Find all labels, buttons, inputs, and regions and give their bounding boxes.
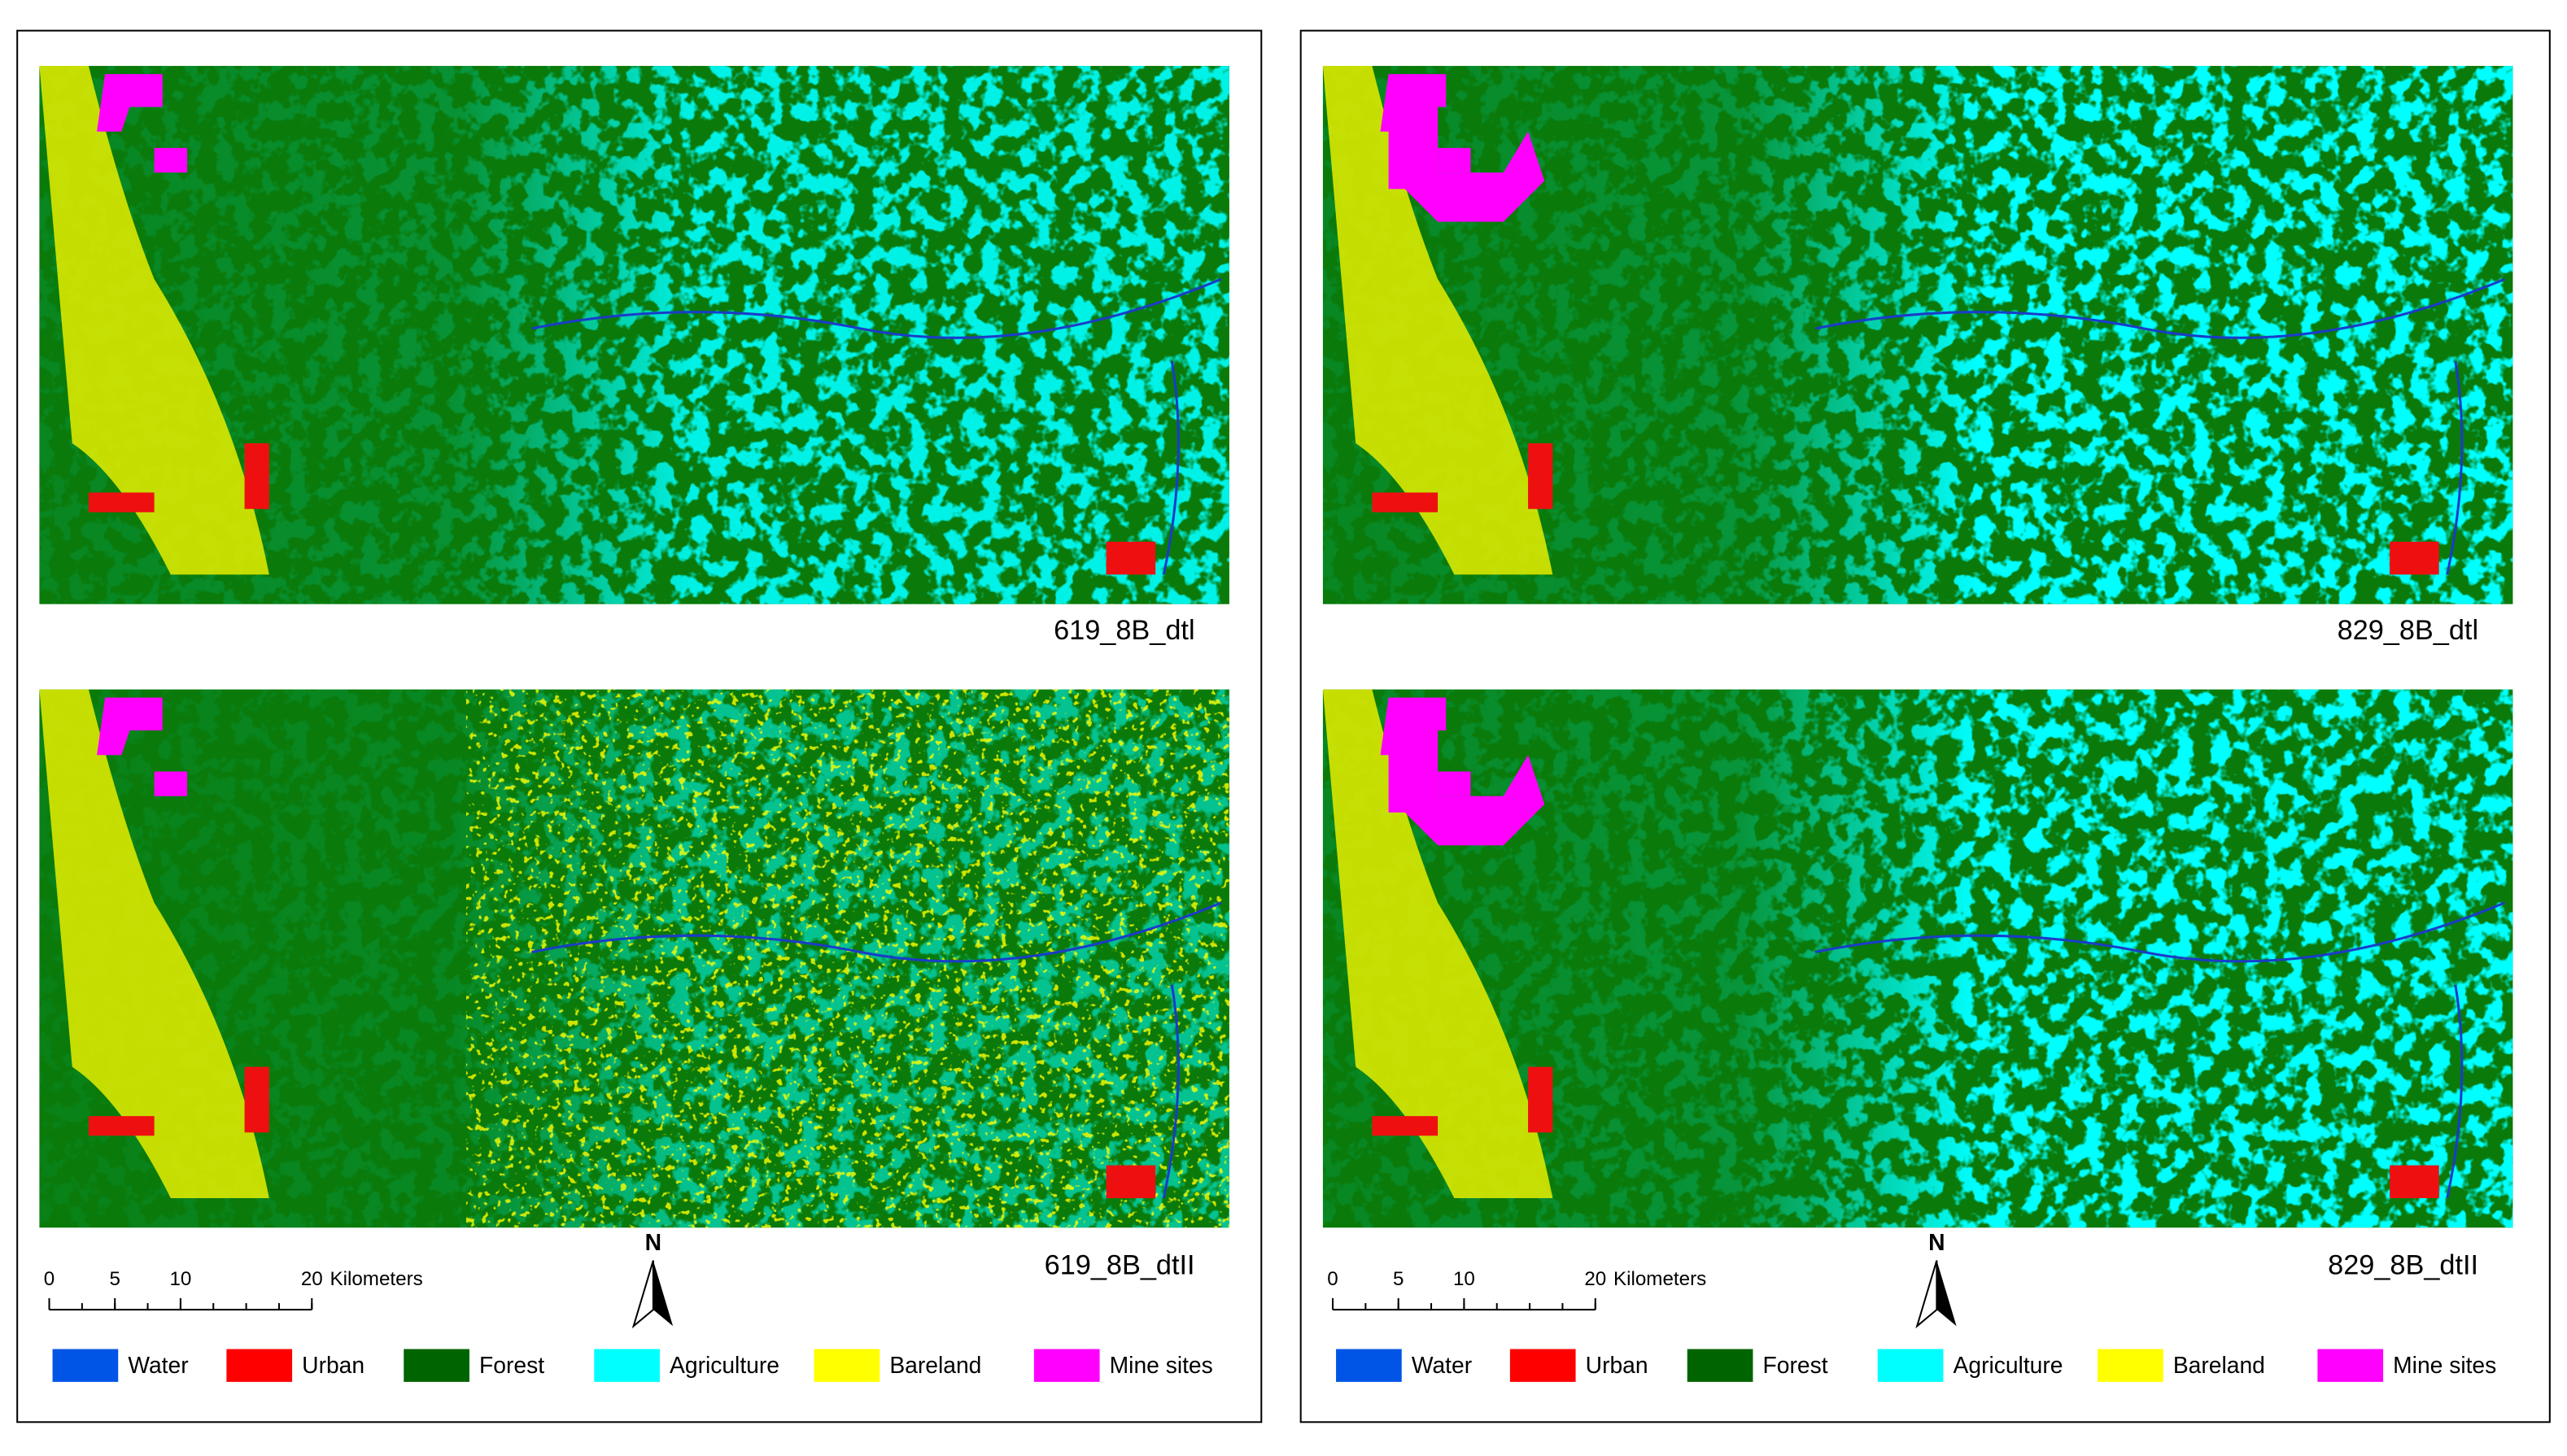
- scale-bar-unit: Kilometers: [1613, 1268, 1706, 1290]
- legend-swatch: [1033, 1349, 1100, 1382]
- north-arrow-fill: [1936, 1260, 1957, 1327]
- legend-label: Bareland: [2173, 1352, 2265, 1378]
- classified-map: [1322, 66, 2513, 604]
- bareland-strip: [1322, 66, 1553, 575]
- legend-swatch: [1877, 1349, 1944, 1382]
- legend-swatch: [52, 1349, 119, 1382]
- map-label: 619_8B_dtII: [1045, 1250, 1195, 1281]
- river: [1814, 901, 2505, 1199]
- scale-bar-label: 20: [301, 1268, 323, 1290]
- scale-bar-label: 10: [1453, 1268, 1475, 1290]
- legend-swatch: [226, 1349, 293, 1382]
- north-arrow: [631, 1260, 654, 1329]
- legend-label: Water: [1412, 1352, 1472, 1378]
- panel-frame: [1299, 29, 2551, 1423]
- legend-label: Bareland: [889, 1352, 981, 1378]
- scale-bar-unit: Kilometers: [330, 1268, 422, 1290]
- scale-bar-label: 5: [1393, 1268, 1404, 1290]
- river: [531, 901, 1222, 1199]
- classified-map: [1322, 689, 2513, 1228]
- legend-label: Mine sites: [1110, 1352, 1213, 1378]
- bareland-strip: [39, 66, 269, 575]
- river: [1814, 277, 2505, 575]
- mine-site: [1388, 107, 1545, 222]
- legend-label: Forest: [1763, 1352, 1828, 1378]
- legend-swatch: [1687, 1349, 1753, 1382]
- legend-swatch: [1509, 1349, 1576, 1382]
- legend-label: Agriculture: [1954, 1352, 2063, 1378]
- north-arrow-fill: [653, 1260, 674, 1327]
- legend-swatch: [404, 1349, 469, 1382]
- map-panel: 619_8B_dtl 619_8B_dtII 0 5 10 20 Kilometers N Wa…: [16, 29, 1263, 1423]
- legend-swatch: [1336, 1349, 1402, 1382]
- river: [531, 277, 1222, 575]
- legend-label: Forest: [479, 1352, 544, 1378]
- legend-label: Agriculture: [670, 1352, 779, 1378]
- scale-bar-label: 5: [109, 1268, 120, 1290]
- scale-bar-label: 0: [44, 1268, 55, 1290]
- map-label: 829_8B_dtII: [2328, 1250, 2478, 1281]
- mine-site: [1388, 730, 1545, 846]
- legend-label: Urban: [1586, 1352, 1648, 1378]
- legend-swatch: [2098, 1349, 2163, 1382]
- mine-site: [1380, 697, 1471, 796]
- panel-frame: [16, 29, 1263, 1423]
- north-label: N: [645, 1229, 661, 1255]
- mine-site: [97, 697, 187, 796]
- scale-bar-label: 0: [1327, 1268, 1338, 1290]
- scale-bar-label: 20: [1584, 1268, 1606, 1290]
- legend-label: Urban: [302, 1352, 365, 1378]
- legend-swatch: [594, 1349, 660, 1382]
- legend-swatch: [814, 1349, 880, 1382]
- scale-bar-label: 10: [169, 1268, 191, 1290]
- map-panel: 829_8B_dtl 829_8B_dtII 0 5 10 20 Kilometers N Wa…: [1299, 29, 2551, 1423]
- north-arrow: [1915, 1260, 1938, 1329]
- legend-swatch: [2317, 1349, 2384, 1382]
- legend-label: Mine sites: [2393, 1352, 2496, 1378]
- map-label: 829_8B_dtl: [2338, 615, 2478, 646]
- classified-map: [39, 66, 1229, 604]
- bareland-strip: [39, 689, 269, 1198]
- classified-map: [39, 689, 1229, 1228]
- bareland-texture: [465, 689, 1229, 1228]
- legend-label: Water: [128, 1352, 188, 1378]
- north-label: N: [1928, 1229, 1945, 1255]
- map-label: 619_8B_dtl: [1054, 615, 1194, 646]
- bareland-strip: [1322, 689, 1553, 1198]
